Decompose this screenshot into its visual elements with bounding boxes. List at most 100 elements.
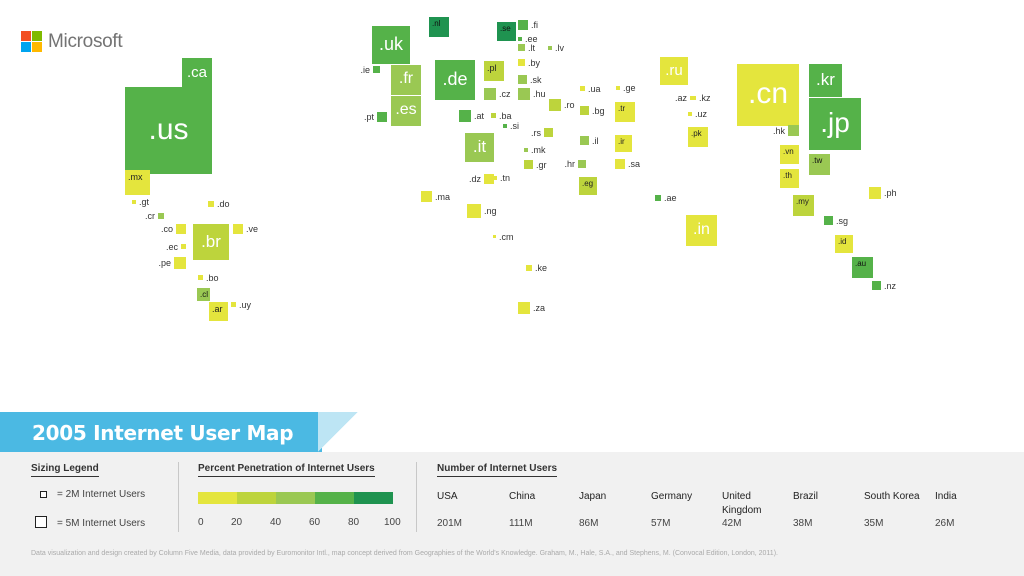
users-country: India: [935, 491, 957, 502]
country-label-sk: .sk: [530, 74, 542, 85]
country-square-mk: [524, 148, 528, 152]
legend-panel: [0, 452, 1024, 576]
users-legend-title: Number of Internet Users: [437, 463, 558, 477]
country-square-uy: [231, 302, 236, 307]
country-label-us: .us: [148, 112, 189, 146]
country-label-cr: .cr: [145, 211, 155, 221]
country-square-pl: [484, 61, 504, 81]
country-label-sg: .sg: [836, 215, 849, 226]
country-label-it: .it: [472, 137, 487, 156]
country-square-br: [193, 224, 229, 260]
country-square-ar: [209, 302, 228, 321]
penetration-legend-title: Percent Penetration of Internet Users: [198, 463, 375, 477]
users-value: 111M: [509, 518, 533, 529]
title-banner: [0, 412, 322, 452]
country-square-vn: [780, 145, 799, 164]
country-label-bo: .bo: [206, 272, 219, 283]
country-square-ma: [421, 191, 432, 202]
color-scale-step: [315, 492, 354, 504]
country-label-cl: .cl: [200, 290, 208, 299]
country-label-ve: .ve: [246, 224, 259, 234]
country-label-jp: .jp: [820, 107, 850, 138]
country-label-nl: .nl: [432, 19, 441, 28]
page-title: 2005 Internet User Map: [32, 421, 294, 445]
country-label-tr: .tr: [618, 104, 626, 113]
country-square-ng: [467, 204, 481, 218]
country-label-se: .se: [500, 24, 511, 33]
country-square-gt: [132, 200, 136, 204]
country-square-cz: [484, 88, 496, 100]
country-label-br: .br: [201, 231, 221, 251]
country-square-by: [518, 59, 525, 66]
country-label-uz: .uz: [695, 109, 708, 119]
country-label-pt: .pt: [363, 112, 374, 122]
country-label-do: .do: [217, 199, 230, 209]
country-label-ee: .ee: [525, 34, 538, 44]
country-square-ve: [233, 224, 243, 234]
users-country: Germany: [651, 491, 693, 502]
country-label-kz: .kz: [699, 93, 711, 103]
country-square-at: [459, 110, 471, 122]
banner-tip: [318, 412, 358, 452]
country-label-by: .by: [528, 57, 541, 68]
country-square-ge: [616, 86, 620, 90]
country-square-tw: [809, 154, 830, 175]
users-country: China: [509, 491, 536, 502]
country-label-lv: .lv: [555, 43, 564, 53]
country-square-za: [518, 302, 530, 314]
country-square-rs: [544, 128, 553, 137]
country-label-cn: .cn: [747, 77, 789, 110]
country-label-uy: .uy: [239, 299, 252, 310]
country-label-il: .il: [592, 135, 599, 146]
users-country: South Korea: [864, 491, 920, 502]
country-label-lt: .lt: [528, 42, 536, 53]
country-square-uk: [372, 26, 410, 64]
country-square-kr: [809, 64, 842, 97]
windows-logo-icon: [21, 31, 43, 53]
country-square-au: [852, 257, 873, 278]
country-label-rs: .rs: [531, 127, 541, 138]
color-scale-step: [354, 492, 393, 504]
country-label-az: .az: [674, 93, 687, 103]
country-label-tw: .tw: [812, 156, 823, 165]
country-label-tn: .tn: [500, 173, 511, 183]
country-square-ba: [491, 113, 496, 118]
country-square-ca: [182, 58, 212, 88]
country-square-th: [780, 169, 799, 188]
country-square-ua: [580, 86, 585, 91]
country-square-se: [497, 22, 516, 41]
country-label-uk: .uk: [378, 34, 403, 54]
country-label-mx: .mx: [128, 172, 143, 182]
country-square-cr: [158, 213, 164, 219]
color-scale-step: [276, 492, 315, 504]
small-square-icon: [40, 491, 47, 498]
country-label-gt: .gt: [139, 197, 150, 207]
country-square-ro: [549, 99, 561, 111]
sizing-large-label: = 5M Internet Users: [57, 518, 146, 529]
country-square-si: [503, 124, 507, 128]
country-label-nz: .nz: [884, 280, 897, 291]
country-square-ph: [869, 187, 881, 199]
country-square-tn: [493, 176, 497, 180]
users-value: 35M: [864, 518, 884, 529]
country-label-my: .my: [796, 197, 809, 206]
country-square-hr: [578, 160, 586, 168]
country-square-ru: [660, 57, 688, 85]
country-label-ng: .ng: [484, 206, 497, 216]
country-square-it: [465, 133, 494, 162]
users-country: United Kingdom: [722, 491, 762, 516]
country-label-ro: .ro: [564, 100, 575, 110]
country-square-sk: [518, 75, 527, 84]
country-square-hk: [788, 125, 799, 136]
country-label-ec: .ec: [165, 241, 178, 252]
country-label-ph: .ph: [884, 188, 897, 198]
country-square-de: [435, 60, 475, 100]
country-label-in: .in: [693, 220, 710, 238]
country-square-ke: [526, 265, 532, 271]
sizing-small-label: = 2M Internet Users: [57, 489, 146, 500]
country-square-eg: [579, 177, 597, 195]
color-scale-step: [198, 492, 237, 504]
country-square-ir: [615, 135, 632, 152]
country-label-ir: .ir: [618, 137, 625, 146]
